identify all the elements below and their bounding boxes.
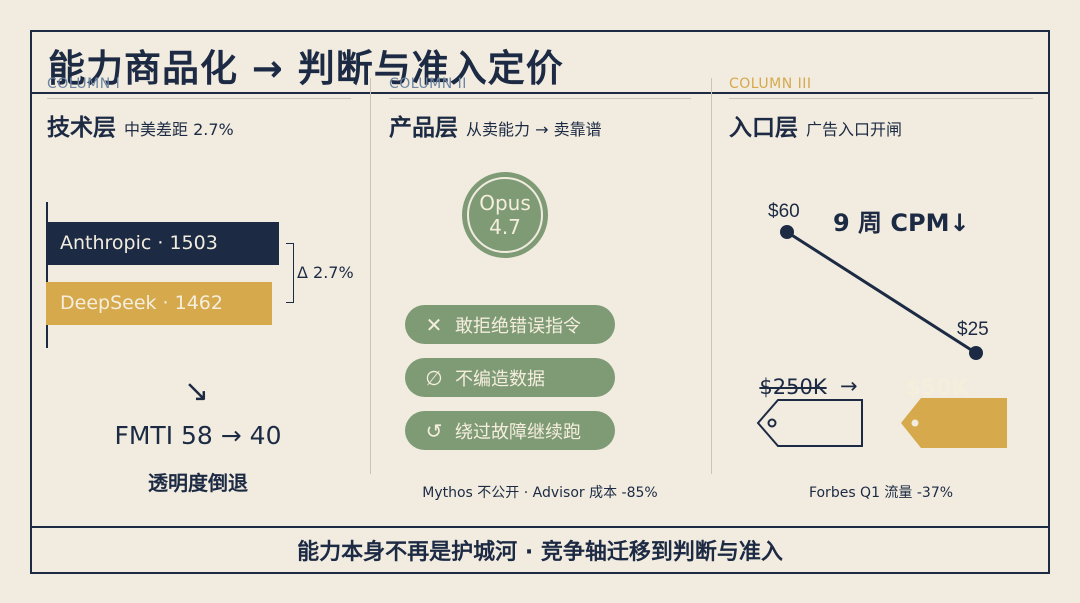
- fmti-score: FMTI 58 → 40: [114, 421, 282, 450]
- price-tag-new-hole: [911, 419, 919, 427]
- delta-label: Δ 2.7%: [297, 263, 354, 282]
- cpm-decline-line: [786, 230, 977, 355]
- cpm-point-low: [969, 346, 983, 360]
- arrow-right-icon: →: [840, 374, 858, 398]
- delta-bracket: [286, 243, 294, 303]
- column-2-rule: [389, 98, 691, 99]
- close-icon: ✕: [425, 312, 443, 337]
- cpm-point-high: [780, 225, 794, 239]
- column-1-heading: 技术层 中美差距 2.7%: [47, 108, 234, 142]
- column-2-tag: COLUMN II: [389, 76, 467, 92]
- column-2-subtitle: 从卖能力 → 卖靠谱: [466, 120, 602, 139]
- infographic-frame: 能力商品化 → 判断与准入定价 能力本身不再是护城河 · 竞争轴迁移到判断与准入: [30, 30, 1050, 574]
- column-1-subtitle: 中美差距 2.7%: [124, 120, 234, 139]
- pill-label: 不编造数据: [455, 368, 545, 390]
- price-tag-old: [756, 399, 863, 447]
- retry-icon: ↺: [425, 418, 443, 443]
- column-3-heading: 入口层 广告入口开闸: [729, 108, 902, 142]
- pill-label: 绕过故障继续跑: [455, 421, 581, 443]
- column-2-caption: Mythos 不公开 · Advisor 成本 -85%: [422, 485, 658, 501]
- column-3-title: 入口层: [729, 115, 798, 141]
- price-old-value: $250K: [759, 375, 827, 399]
- column-3-subtitle: 广告入口开闸: [806, 120, 903, 139]
- column-divider: [370, 78, 371, 474]
- opus-badge: Opus 4.7: [462, 172, 548, 258]
- cpm-drop-label: 9 周 CPM↓: [833, 209, 970, 237]
- column-1-tag: COLUMN I: [47, 76, 121, 92]
- column-1-title: 技术层: [47, 115, 116, 141]
- column-1-rule: [47, 98, 351, 99]
- bar-anthropic: Anthropic · 1503: [46, 222, 279, 265]
- column-2-heading: 产品层 从卖能力 → 卖靠谱: [389, 108, 602, 142]
- pill-keep-running: ↺ 绕过故障继续跑: [405, 411, 615, 450]
- pill-refuse: ✕ 敢拒绝错误指令: [405, 305, 615, 344]
- price-high-label: $60: [768, 201, 800, 222]
- column-2-title: 产品层: [389, 115, 458, 141]
- price-tag-old-hole: [767, 418, 777, 428]
- arrow-down-right-icon: ↘: [184, 374, 210, 409]
- bar-deepseek: DeepSeek · 1462: [46, 282, 272, 325]
- bar-axis: [46, 202, 48, 348]
- price-tag-new: [901, 398, 1007, 448]
- fmti-note: 透明度倒退: [148, 471, 248, 495]
- null-icon: ∅: [425, 365, 443, 390]
- header: 能力商品化 → 判断与准入定价: [32, 32, 1048, 94]
- column-3-caption: Forbes Q1 流量 -37%: [808, 485, 954, 501]
- price-new-value: $50K: [905, 376, 969, 401]
- pill-label: 敢拒绝错误指令: [455, 315, 581, 337]
- footer-conclusion: 能力本身不再是护城河 · 竞争轴迁移到判断与准入: [297, 540, 783, 565]
- column-3-tag: COLUMN III: [729, 76, 812, 92]
- page-title: 能力商品化 → 判断与准入定价: [48, 47, 564, 90]
- column-3-rule: [729, 98, 1033, 99]
- pill-no-fabrication: ∅ 不编造数据: [405, 358, 615, 397]
- column-divider: [711, 78, 712, 474]
- footer: 能力本身不再是护城河 · 竞争轴迁移到判断与准入: [32, 526, 1048, 572]
- price-low-label: $25: [957, 319, 989, 340]
